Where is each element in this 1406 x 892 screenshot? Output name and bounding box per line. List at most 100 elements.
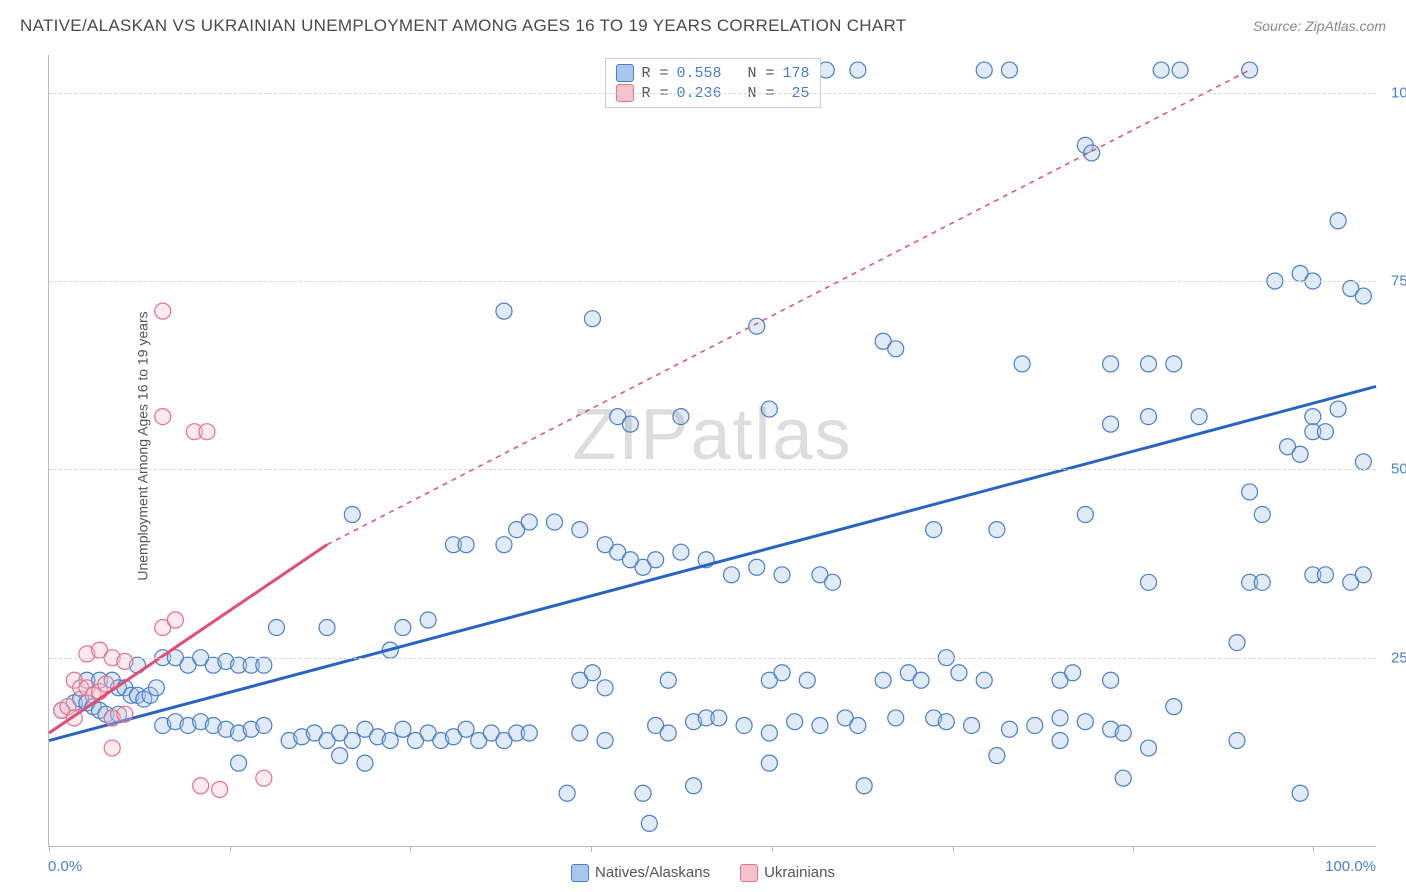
data-point (938, 714, 954, 730)
legend-swatch (571, 864, 589, 882)
data-point (761, 401, 777, 417)
data-point (1305, 409, 1321, 425)
source-label: Source: ZipAtlas.com (1253, 18, 1386, 34)
x-tick (410, 846, 411, 852)
data-point (344, 733, 360, 749)
data-point (1330, 213, 1346, 229)
y-tick-label: 25.0% (1391, 649, 1406, 666)
data-point (875, 672, 891, 688)
data-point (1077, 714, 1093, 730)
data-point (231, 755, 247, 771)
data-point (148, 680, 164, 696)
data-point (584, 665, 600, 681)
data-point (1355, 454, 1371, 470)
data-point (736, 717, 752, 733)
data-point (774, 567, 790, 583)
data-point (1292, 446, 1308, 462)
data-point (1103, 416, 1119, 432)
data-point (1065, 665, 1081, 681)
correlation-legend: R = 0.558 N = 178 R = 0.236 N = 25 (604, 58, 820, 108)
legend-label: Natives/Alaskans (595, 864, 710, 881)
data-point (1001, 721, 1017, 737)
data-point (660, 672, 676, 688)
data-point (1103, 672, 1119, 688)
data-point (1242, 484, 1258, 500)
data-point (1001, 62, 1017, 78)
data-point (1292, 785, 1308, 801)
data-point (1077, 507, 1093, 523)
data-point (1229, 733, 1245, 749)
data-point (1115, 725, 1131, 741)
data-point (256, 657, 272, 673)
data-point (913, 672, 929, 688)
data-point (1330, 401, 1346, 417)
legend-swatch (615, 64, 633, 82)
data-point (818, 62, 834, 78)
data-point (1014, 356, 1030, 372)
data-point (1242, 62, 1258, 78)
gridline (49, 93, 1376, 94)
data-point (395, 620, 411, 636)
data-point (572, 522, 588, 538)
data-point (825, 574, 841, 590)
data-point (648, 552, 664, 568)
data-point (458, 721, 474, 737)
data-point (1191, 409, 1207, 425)
data-point (117, 706, 133, 722)
data-point (812, 717, 828, 733)
data-point (496, 303, 512, 319)
x-tick (49, 846, 50, 852)
data-point (723, 567, 739, 583)
x-tick (1133, 846, 1134, 852)
trend-line-extension (327, 70, 1250, 545)
x-tick (591, 846, 592, 852)
series-legend: Natives/Alaskans Ukrainians (571, 864, 835, 882)
data-point (799, 672, 815, 688)
data-point (1052, 733, 1068, 749)
data-point (256, 717, 272, 733)
data-point (155, 303, 171, 319)
data-point (496, 537, 512, 553)
data-point (749, 318, 765, 334)
data-point (1141, 409, 1157, 425)
data-point (850, 62, 866, 78)
x-tick (1313, 846, 1314, 852)
chart-title: NATIVE/ALASKAN VS UKRAINIAN UNEMPLOYMENT… (20, 16, 906, 36)
legend-item: Ukrainians (740, 864, 835, 882)
x-tick (772, 846, 773, 852)
data-point (1317, 424, 1333, 440)
gridline (49, 658, 1376, 659)
data-point (1141, 740, 1157, 756)
legend-label: Ukrainians (764, 864, 835, 881)
data-point (1172, 62, 1188, 78)
data-point (1027, 717, 1043, 733)
data-point (926, 522, 942, 538)
y-tick-label: 100.0% (1391, 84, 1406, 101)
legend-n-val: 178 (783, 65, 810, 82)
plot-area: ZIPatlas R = 0.558 N = 178 R = 0.236 N =… (48, 55, 1376, 847)
legend-n-key: N = (730, 65, 775, 82)
data-point (660, 725, 676, 741)
data-point (888, 341, 904, 357)
data-point (572, 725, 588, 741)
data-point (1115, 770, 1131, 786)
data-point (1254, 574, 1270, 590)
data-point (787, 714, 803, 730)
legend-r-key: R = (641, 65, 668, 82)
x-max-label: 100.0% (1325, 858, 1376, 875)
data-point (1254, 507, 1270, 523)
legend-r-val: 0.558 (676, 65, 721, 82)
data-point (673, 409, 689, 425)
y-tick-label: 50.0% (1391, 461, 1406, 478)
data-point (395, 721, 411, 737)
data-point (1153, 62, 1169, 78)
x-tick (953, 846, 954, 852)
data-point (117, 653, 133, 669)
x-tick (230, 846, 231, 852)
data-point (597, 680, 613, 696)
data-point (332, 748, 348, 764)
data-point (199, 424, 215, 440)
data-point (761, 725, 777, 741)
data-point (989, 748, 1005, 764)
data-point (547, 514, 563, 530)
